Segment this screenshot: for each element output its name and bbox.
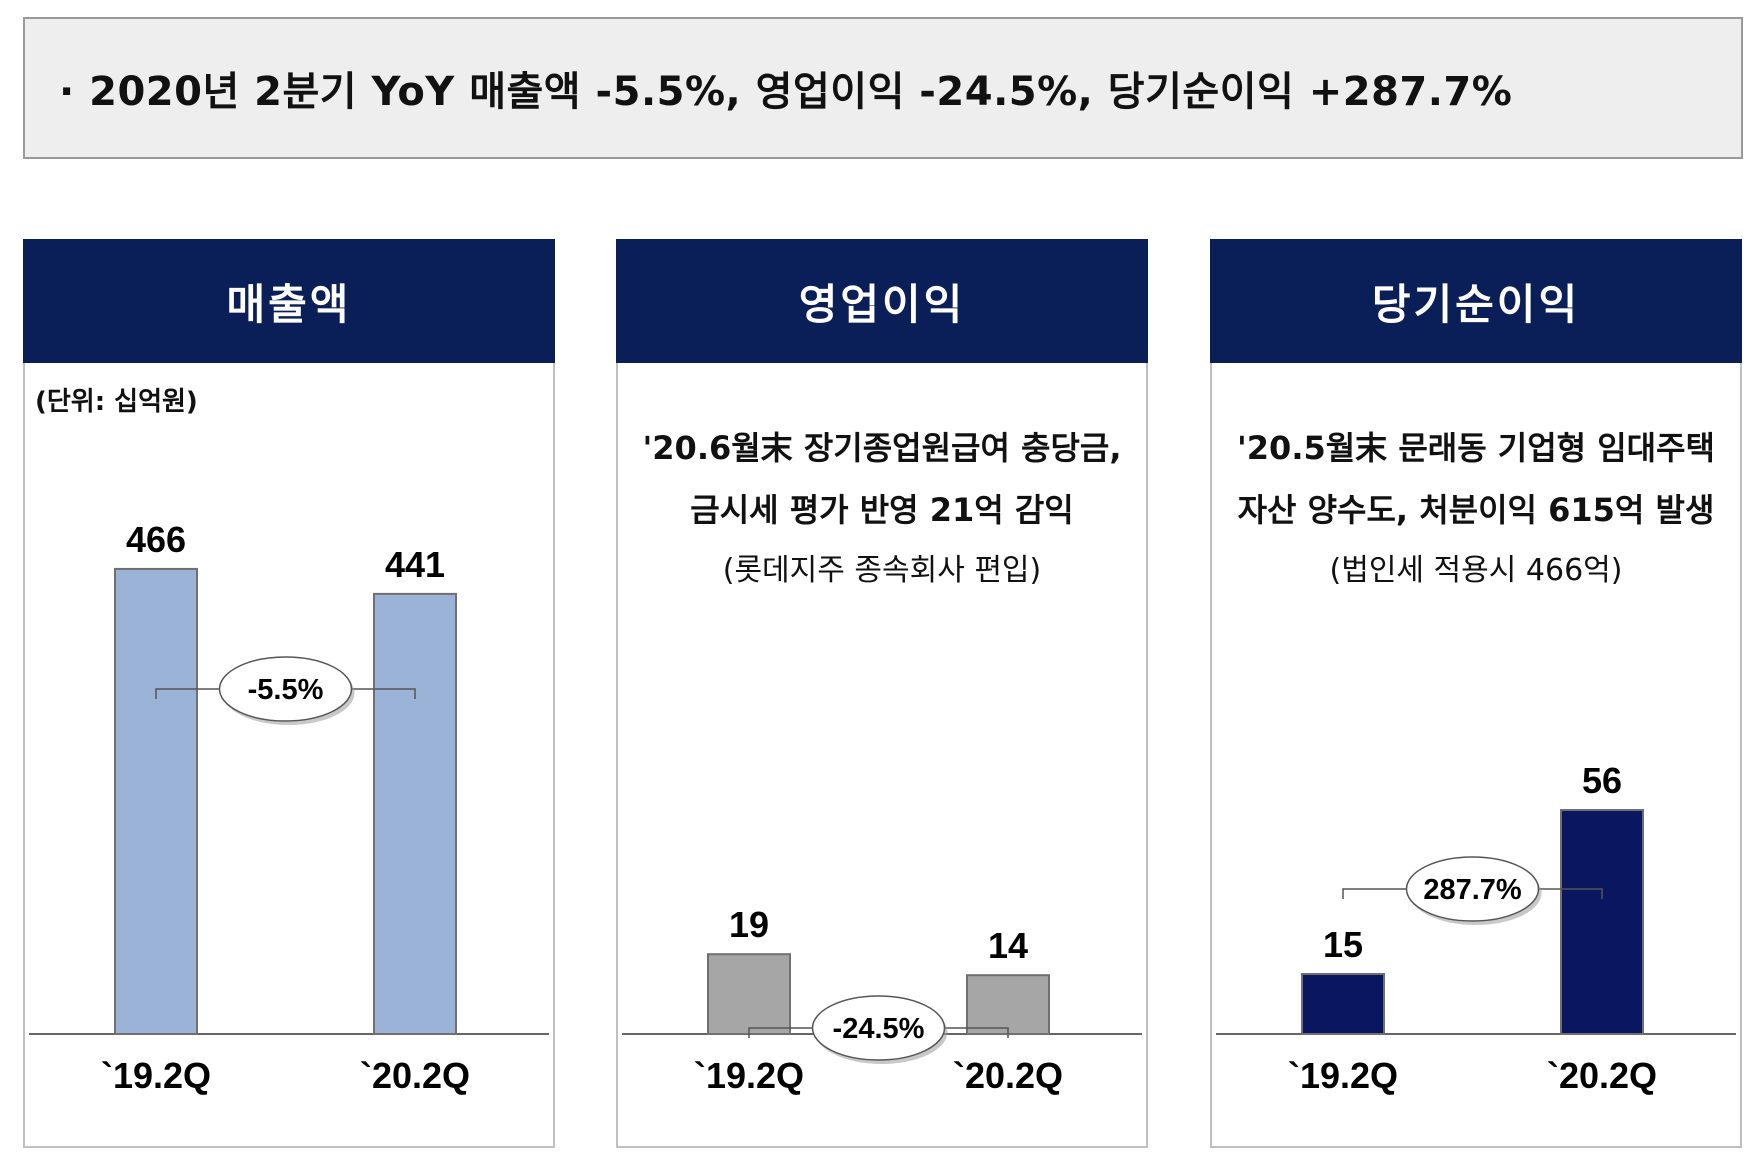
change-label: -5.5% [248,674,324,706]
panel-operating-profit: 영업이익 '20.6월末 장기종업원급여 충당금, 금시세 평가 반영 21억 … [616,239,1148,1148]
change-badge [218,656,353,722]
category-label: `20.2Q [953,1055,1063,1096]
note-line-2: 금시세 평가 반영 21억 감익 [690,491,1074,529]
value-label: 15 [1323,924,1363,965]
value-label: 441 [385,544,445,585]
bar-19.2Q [1301,973,1385,1035]
panel-title: 영업이익 [616,239,1148,363]
category-label: `20.2Q [1547,1055,1657,1096]
change-label: 287.7% [1423,874,1522,906]
value-label: 466 [126,519,186,560]
category-label: `20.2Q [360,1055,470,1096]
bar-19.2Q [114,567,198,1035]
summary-box: · 2020년 2분기 YoY 매출액 -5.5%, 영업이익 -24.5%, … [23,17,1743,159]
panel-revenue: 매출액 (단위: 십억원) 466 `19.2Q 441 `20.2Q -5.5% [23,239,555,1148]
panel-title: 매출액 [23,239,555,363]
unit-label: (단위: 십억원) [35,387,198,417]
note-line-1: '20.6월末 장기종업원급여 충당금, [642,429,1122,467]
change-label: -24.5% [833,1013,925,1045]
bar-20.2Q [966,974,1050,1036]
note-line-2: 자산 양수도, 처분이익 615억 발생 [1237,491,1715,529]
note-line-1: '20.5월末 문래동 기업형 임대주택 [1236,429,1715,467]
panel-net-income: 당기순이익 '20.5월末 문래동 기업형 임대주택 자산 양수도, 처분이익 … [1210,239,1742,1148]
category-label: `19.2Q [694,1055,804,1096]
bar-20.2Q [1560,809,1644,1035]
operating-profit-chart: 19 `19.2Q 14 `20.2Q -24.5% [622,904,1142,1096]
bar-19.2Q [707,953,791,1036]
value-label: 56 [1582,760,1622,801]
value-label: 19 [729,904,769,945]
revenue-chart: 466 `19.2Q 441 `20.2Q -5.5% [29,519,549,1096]
note-sub: (법인세 적용시 466억) [1329,553,1623,588]
bar-20.2Q [373,592,457,1035]
panel-title: 당기순이익 [1210,239,1742,363]
net-income-chart: 15 `19.2Q 56 `20.2Q 287.7% [1216,760,1736,1096]
category-label: `19.2Q [101,1055,211,1096]
summary-text: · 2020년 2분기 YoY 매출액 -5.5%, 영업이익 -24.5%, … [59,69,1513,115]
value-label: 14 [988,925,1028,966]
note-sub: (롯데지주 종속회사 편입) [722,553,1042,588]
change-badge [1405,856,1540,922]
category-label: `19.2Q [1288,1055,1398,1096]
change-badge [811,995,946,1061]
